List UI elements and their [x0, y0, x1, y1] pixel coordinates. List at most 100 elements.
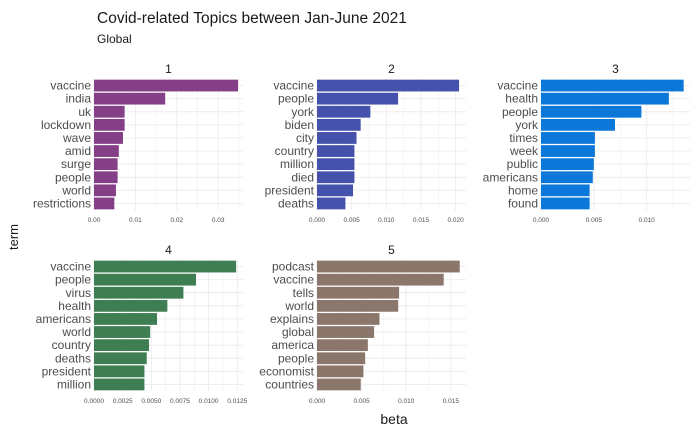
bar-million: [94, 378, 145, 391]
facet-strip-label: 1: [165, 62, 172, 76]
bar-city: [317, 132, 357, 144]
category-label: president: [265, 183, 315, 197]
category-label: country: [275, 144, 314, 158]
bar-americans: [541, 171, 593, 184]
bar-vaccine: [94, 260, 237, 273]
category-label: amid: [65, 144, 91, 158]
category-label: americans: [36, 312, 91, 326]
category-label: million: [57, 377, 91, 391]
x-tick-label: 0.015: [413, 217, 430, 224]
bar-vaccine: [541, 79, 684, 92]
x-tick-label: 0.00: [88, 217, 101, 224]
facet-strip-label: 5: [388, 243, 395, 257]
bar-uk: [94, 105, 125, 118]
category-label: virus: [66, 286, 91, 300]
category-label: city: [296, 131, 314, 145]
category-label: york: [515, 118, 539, 132]
facet-panel-1: 1 vaccineindiauklockdownwaveamidsurgepeop…: [33, 62, 243, 224]
bar-world: [317, 299, 399, 312]
category-label: vaccine: [273, 273, 314, 287]
category-label: deaths: [55, 351, 91, 365]
bar-million: [317, 158, 355, 171]
bar-biden: [317, 118, 361, 131]
bar-died: [317, 171, 355, 184]
category-label: health: [505, 92, 538, 106]
chart-subtitle: Global: [97, 32, 132, 46]
bar-economist: [317, 365, 364, 378]
category-label: health: [58, 299, 91, 313]
x-tick-label: 0.005: [353, 398, 370, 405]
x-tick-label: 0.01: [129, 217, 142, 224]
bar-lockdown: [94, 118, 125, 131]
bar-americans: [94, 313, 158, 325]
facet-strip-label: 2: [388, 62, 395, 76]
category-label: week: [509, 144, 539, 158]
bar-week: [541, 145, 595, 157]
category-label: america: [271, 338, 314, 352]
x-tick-label: 0.010: [639, 217, 656, 224]
bar-president: [94, 365, 145, 378]
x-tick-label: 0.0125: [227, 398, 247, 405]
category-label: world: [284, 299, 314, 313]
x-tick-label: 0.000: [309, 217, 326, 224]
bar-people: [541, 105, 642, 118]
x-tick-label: 0.0000: [84, 398, 104, 405]
category-label: people: [278, 92, 314, 106]
category-label: found: [508, 196, 538, 210]
x-tick-label: 0.010: [378, 217, 395, 224]
x-tick-label: 0.020: [447, 217, 464, 224]
bar-tells: [317, 286, 400, 299]
x-tick-label: 0.02: [170, 217, 183, 224]
facet-panel-5: 5 podcastvaccinetellsworldexplainsglobala…: [259, 243, 466, 405]
category-label: home: [508, 183, 538, 197]
x-tick-label: 0.010: [398, 398, 415, 405]
bar-deaths: [317, 197, 346, 210]
category-label: people: [55, 273, 91, 287]
category-label: india: [66, 92, 92, 106]
y-axis-title: term: [6, 224, 21, 250]
category-label: lockdown: [41, 118, 91, 132]
category-label: podcast: [272, 260, 315, 274]
bar-vaccine: [317, 79, 460, 92]
bar-times: [541, 132, 595, 144]
bar-explains: [317, 313, 380, 325]
facet-panel-4: 4 vaccinepeoplevirushealthamericansworldc…: [36, 243, 248, 405]
bar-country: [317, 145, 355, 157]
x-tick-label: 0.0050: [141, 398, 161, 405]
facet-strip-label: 4: [165, 243, 172, 257]
bar-india: [94, 92, 166, 105]
bar-podcast: [317, 260, 460, 273]
category-label: americans: [483, 170, 538, 184]
category-label: biden: [285, 118, 314, 132]
category-label: york: [291, 105, 315, 119]
bar-public: [541, 158, 594, 171]
category-label: surge: [61, 157, 91, 171]
bar-deaths: [94, 352, 147, 365]
bar-health: [94, 299, 168, 312]
bar-world: [94, 184, 116, 197]
bar-people: [94, 273, 197, 286]
category-label: vaccine: [273, 79, 314, 93]
x-tick-label: 0.03: [212, 217, 225, 224]
category-label: countries: [265, 377, 314, 391]
bar-global: [317, 326, 375, 338]
bar-york: [541, 118, 615, 131]
category-label: tells: [293, 286, 314, 300]
x-tick-label: 0.000: [533, 217, 550, 224]
category-label: global: [282, 325, 314, 339]
bar-countries: [317, 378, 361, 391]
x-tick-label: 0.000: [309, 398, 326, 405]
x-tick-label: 0.0100: [199, 398, 219, 405]
category-label: vaccine: [50, 79, 91, 93]
bar-virus: [94, 286, 184, 299]
category-label: world: [61, 325, 91, 339]
category-label: world: [61, 183, 91, 197]
x-tick-label: 0.015: [443, 398, 460, 405]
bar-york: [317, 105, 371, 118]
category-label: vaccine: [497, 79, 538, 93]
bar-surge: [94, 158, 118, 171]
bar-vaccine: [94, 79, 239, 92]
category-label: people: [55, 170, 91, 184]
category-label: public: [507, 157, 538, 171]
